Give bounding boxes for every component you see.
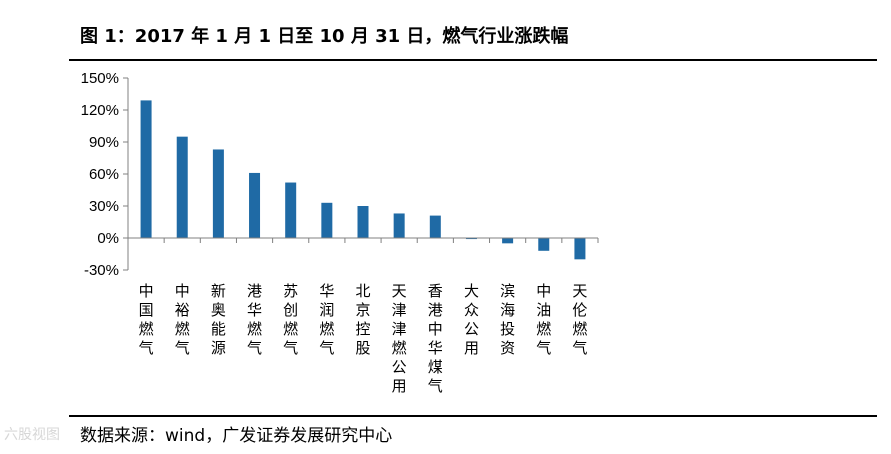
bar (574, 238, 586, 260)
bar (538, 238, 550, 251)
bar (502, 238, 514, 244)
bottom-rule (69, 415, 877, 417)
bar (140, 100, 152, 239)
bar (176, 136, 188, 238)
bar (465, 238, 477, 240)
category-label: 香港中华煤气 (428, 282, 443, 395)
bar (357, 206, 369, 238)
bar (321, 202, 333, 238)
bar (249, 172, 261, 238)
top-rule (69, 59, 877, 61)
y-axis: -30% 0% 30% 60% 90% 120% 150% (81, 70, 129, 279)
category-labels: 中国燃气 中裕燃气 新奥能源 港华燃气 苏创燃气 华润燃气 北京控股 天津津燃公用 香港中华煤气… (139, 282, 588, 395)
category-label: 中油燃气 (536, 282, 551, 357)
category-label: 中国燃气 (139, 282, 154, 357)
category-label: 大众公用 (464, 282, 479, 357)
category-label: 北京控股 (355, 282, 370, 357)
category-label: 中裕燃气 (175, 282, 190, 357)
x-axis (127, 237, 599, 243)
y-tick-label: 90% (89, 134, 119, 151)
bars (140, 100, 586, 260)
category-label: 华润燃气 (319, 282, 334, 357)
category-label: 苏创燃气 (283, 282, 298, 357)
bar (429, 215, 441, 238)
category-label: 新奥能源 (211, 282, 226, 357)
category-label: 天伦燃气 (572, 282, 587, 357)
bar (212, 149, 224, 238)
chart-title: 图 1：2017 年 1 月 1 日至 10 月 31 日，燃气行业涨跌幅 (80, 26, 569, 47)
bar (285, 182, 297, 238)
category-label: 天津津燃公用 (392, 282, 407, 395)
y-tick-label: 0% (97, 230, 119, 247)
category-label: 港华燃气 (247, 282, 262, 357)
source-note: 数据来源：wind，广发证券发展研究中心 (80, 426, 393, 446)
y-tick-label: 120% (81, 102, 119, 119)
watermark: 六股视图 (4, 427, 60, 443)
y-tick-label: 30% (89, 198, 119, 215)
y-tick-label: -30% (84, 262, 119, 279)
bar (393, 213, 405, 238)
y-tick-label: 60% (89, 166, 119, 183)
category-label: 滨海投资 (500, 282, 515, 357)
y-tick-label: 150% (81, 70, 119, 87)
